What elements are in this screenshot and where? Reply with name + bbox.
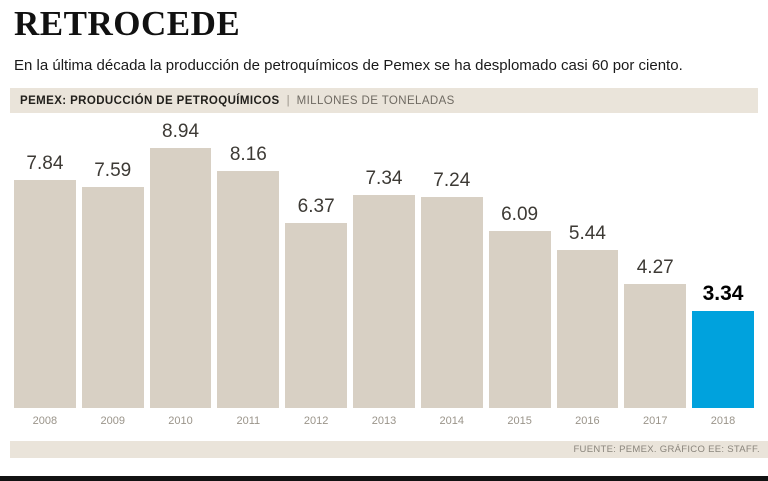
- bar-value-label: 5.44: [568, 223, 606, 244]
- bar-column: 7.34: [353, 168, 415, 408]
- chart-header-units: MILLONES DE TONELADAS: [296, 94, 455, 107]
- bar-value-label: 7.34: [365, 168, 403, 189]
- year-label: 2009: [100, 415, 125, 427]
- bar-value-label: 8.94: [162, 121, 200, 142]
- year-label: 2008: [32, 415, 58, 427]
- bar-value-label: 7.59: [94, 160, 132, 181]
- bar-value-label: 6.09: [501, 204, 539, 225]
- bars-container: 7.84 7.59 8.94 8.16 6.37 7.34 7.24 6.09 5.44 4.27…: [14, 120, 754, 408]
- bar: [556, 250, 619, 408]
- bar-highlighted: [692, 311, 754, 408]
- bar: [285, 223, 348, 408]
- bar-chart: 7.84 7.59 8.94 8.16 6.37 7.34 7.24 6.09 5.44 4.27…: [14, 120, 754, 427]
- chart-header-strip: PEMEX: PRODUCCIÓN DE PETROQUÍMICOS | MIL…: [10, 88, 758, 113]
- chart-header-label: PEMEX: PRODUCCIÓN DE PETROQUÍMICOS: [20, 94, 280, 107]
- chart-header-separator: |: [286, 94, 290, 107]
- bar-value-label: 7.24: [433, 170, 471, 191]
- bar-column: 8.94: [149, 121, 212, 408]
- bar: [217, 171, 280, 408]
- source-strip: FUENTE: PEMEX. GRÁFICO EE: STAFF.: [10, 441, 768, 458]
- bar-value-label: 6.37: [297, 196, 335, 217]
- bar-column: 6.09: [488, 204, 551, 408]
- bar: [353, 195, 415, 408]
- bar-column: 3.34: [692, 282, 754, 408]
- bar-column: 7.84: [14, 153, 76, 408]
- bar: [81, 187, 144, 408]
- page-title: RETROCEDE: [14, 4, 241, 43]
- bar-column: 8.16: [217, 144, 280, 408]
- bar-value-label: 4.27: [636, 257, 674, 278]
- source-text: FUENTE: PEMEX. GRÁFICO EE: STAFF.: [573, 444, 760, 455]
- bar-value-label: 8.16: [229, 144, 267, 165]
- bar-value-label: 3.34: [702, 282, 744, 305]
- bar-column: 6.37: [285, 196, 348, 408]
- bar: [624, 284, 687, 408]
- year-label: 2011: [236, 415, 261, 427]
- bar-column: 7.59: [81, 160, 144, 408]
- bar-column: 7.24: [420, 170, 483, 408]
- year-label: 2015: [507, 415, 532, 427]
- year-axis-labels: 2008 2009 2010 2011 2012 2013 2014 2015 2016 2017…: [14, 415, 754, 427]
- bar: [14, 180, 76, 408]
- bar: [149, 148, 212, 408]
- year-label: 2016: [575, 415, 600, 427]
- year-label: 2014: [439, 415, 465, 427]
- subtitle: En la última década la producción de pet…: [14, 57, 683, 74]
- bar-column: 4.27: [624, 257, 687, 408]
- year-label: 2013: [371, 415, 397, 427]
- bar: [488, 231, 551, 408]
- year-label: 2018: [710, 415, 736, 427]
- year-label: 2010: [168, 415, 193, 427]
- bar: [420, 197, 483, 408]
- bottom-border: [0, 476, 768, 481]
- year-label: 2017: [642, 415, 668, 427]
- year-label: 2012: [303, 415, 329, 427]
- bar-value-label: 7.84: [26, 153, 64, 174]
- bar-column: 5.44: [556, 223, 619, 408]
